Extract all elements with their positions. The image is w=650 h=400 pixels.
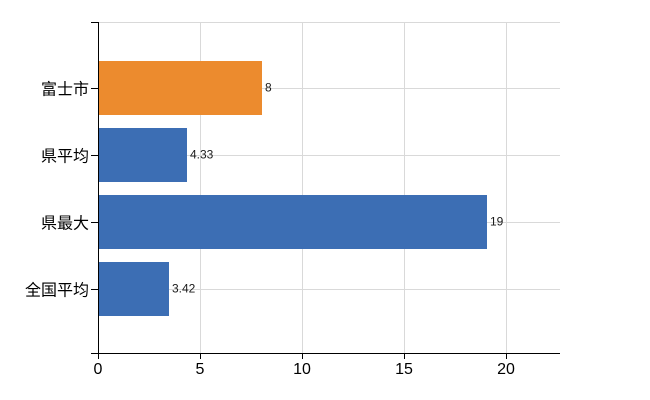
x-axis-tick (302, 354, 303, 359)
vertical-gridline (302, 22, 303, 353)
y-axis-tick (91, 88, 98, 89)
category-label: 県最大 (40, 215, 89, 233)
bar (99, 195, 487, 249)
category-label: 県平均 (40, 148, 89, 166)
y-axis-tick (91, 289, 98, 290)
vertical-gridline (506, 22, 507, 353)
x-tick-label: 10 (293, 361, 311, 378)
vertical-gridline (200, 22, 201, 353)
x-axis-line (91, 353, 560, 354)
bar (99, 61, 262, 115)
x-tick-label: 5 (195, 361, 205, 378)
horizontal-gridline (98, 22, 560, 23)
x-axis-tick (506, 354, 507, 359)
horizontal-gridline (98, 88, 560, 89)
x-axis-tick (98, 354, 99, 359)
x-axis-tick (404, 354, 405, 359)
y-axis-tick (91, 155, 98, 156)
bar-value-label: 19 (490, 214, 504, 229)
category-label: 全国平均 (24, 282, 89, 300)
x-tick-label: 20 (497, 361, 515, 378)
horizontal-gridline (98, 155, 560, 156)
x-tick-label: 0 (93, 361, 103, 378)
bar-value-label: 4.33 (190, 147, 214, 162)
horizontal-gridline (98, 289, 560, 290)
x-tick-label: 15 (395, 361, 413, 378)
bar-value-label: 8 (265, 80, 272, 95)
bar-value-label: 3.42 (172, 281, 196, 296)
bar (99, 262, 169, 316)
bar (99, 128, 187, 182)
x-axis-tick (200, 354, 201, 359)
y-axis-tick (91, 222, 98, 223)
vertical-gridline (404, 22, 405, 353)
y-axis-line (98, 22, 99, 354)
y-axis-tick (91, 22, 98, 23)
category-label: 富士市 (40, 81, 89, 99)
